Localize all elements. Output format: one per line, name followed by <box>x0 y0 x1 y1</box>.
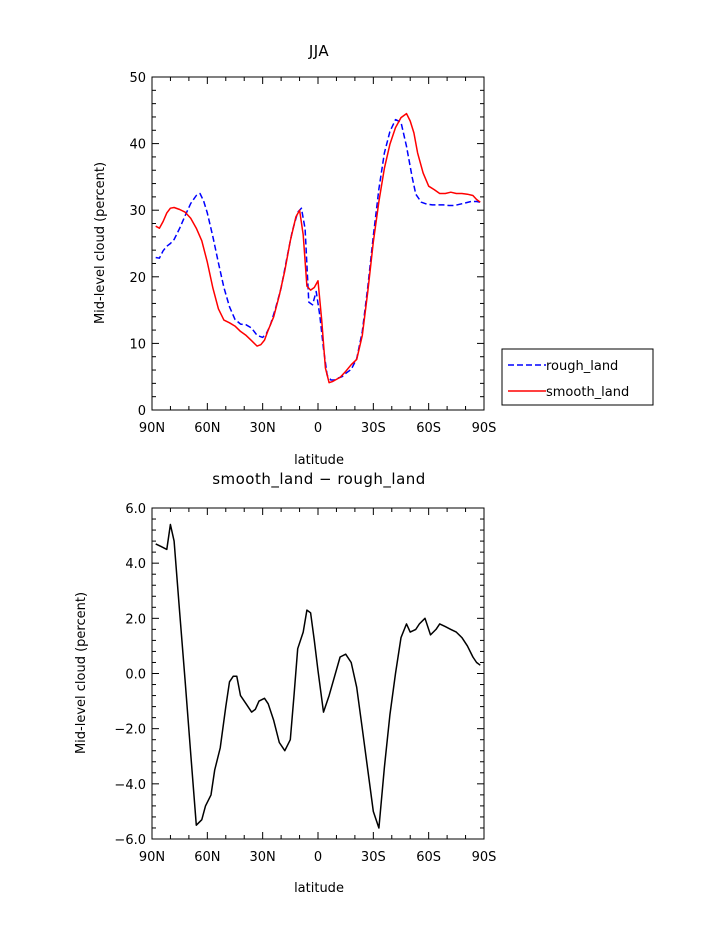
y-tick-label: 0 <box>138 404 146 419</box>
y-tick-label: 6.0 <box>125 502 146 517</box>
legend-label-rough-land: rough_land <box>546 359 618 374</box>
y-tick-label: −4.0 <box>114 778 146 793</box>
x-tick-label: 90S <box>472 850 497 865</box>
y-tick-label: 2.0 <box>125 612 146 627</box>
legend: rough_land smooth_land <box>501 348 654 406</box>
legend-box <box>501 348 654 406</box>
y-tick-label: 10 <box>129 337 146 352</box>
jja-panel: JJA 0 10 20 30 40 50 90N 60N 30N 0 30S 60S 90S latit… <box>93 42 496 468</box>
series-line-rough-land <box>155 118 481 381</box>
series-layer <box>155 523 481 829</box>
chart-title: JJA <box>308 42 330 60</box>
series-line-smooth-land <box>155 112 481 384</box>
x-tick-label: 90N <box>139 850 165 865</box>
y-tick-label: −2.0 <box>114 723 146 738</box>
series-line-difference <box>155 523 481 829</box>
x-tick-label: 60S <box>416 850 441 865</box>
x-tick-label: 30N <box>250 421 276 436</box>
tick-layer: −6.0 −4.0 −2.0 0.0 2.0 4.0 6.0 90N 60N 30N 0 30S 60S… <box>114 502 496 865</box>
x-tick-label: 30N <box>250 850 276 865</box>
plot-frame <box>151 76 485 411</box>
y-tick-label: 20 <box>129 271 146 286</box>
difference-panel: smooth_land − rough_land −6.0 −4.0 −2.0 0.0… <box>74 470 496 896</box>
chart-title: smooth_land − rough_land <box>212 470 426 489</box>
x-tick-label: 90N <box>139 421 165 436</box>
tick-layer: 0 10 20 30 40 50 90N 60N 30N 0 30S 60S 90S <box>129 71 496 436</box>
y-axis-label: Mid-level cloud (percent) <box>93 162 108 324</box>
x-tick-label: 30S <box>361 421 386 436</box>
y-tick-label: 50 <box>129 71 146 86</box>
legend-label-smooth-land: smooth_land <box>546 385 629 400</box>
x-tick-label: 60S <box>416 421 441 436</box>
y-tick-label: 4.0 <box>125 557 146 572</box>
y-tick-label: 30 <box>129 204 146 219</box>
y-axis-label: Mid-level cloud (percent) <box>74 592 89 754</box>
x-tick-label: 30S <box>361 850 386 865</box>
y-tick-label: −6.0 <box>114 833 146 848</box>
y-tick-label: 40 <box>129 138 146 153</box>
x-tick-label: 60N <box>194 850 220 865</box>
x-tick-label: 60N <box>194 421 220 436</box>
series-layer <box>155 112 481 384</box>
plot-frame <box>151 507 485 840</box>
x-tick-label: 0 <box>314 850 322 865</box>
x-axis-label: latitude <box>294 453 344 468</box>
x-tick-label: 90S <box>472 421 497 436</box>
x-tick-label: 0 <box>314 421 322 436</box>
x-axis-label: latitude <box>294 881 344 896</box>
y-tick-label: 0.0 <box>125 668 146 683</box>
